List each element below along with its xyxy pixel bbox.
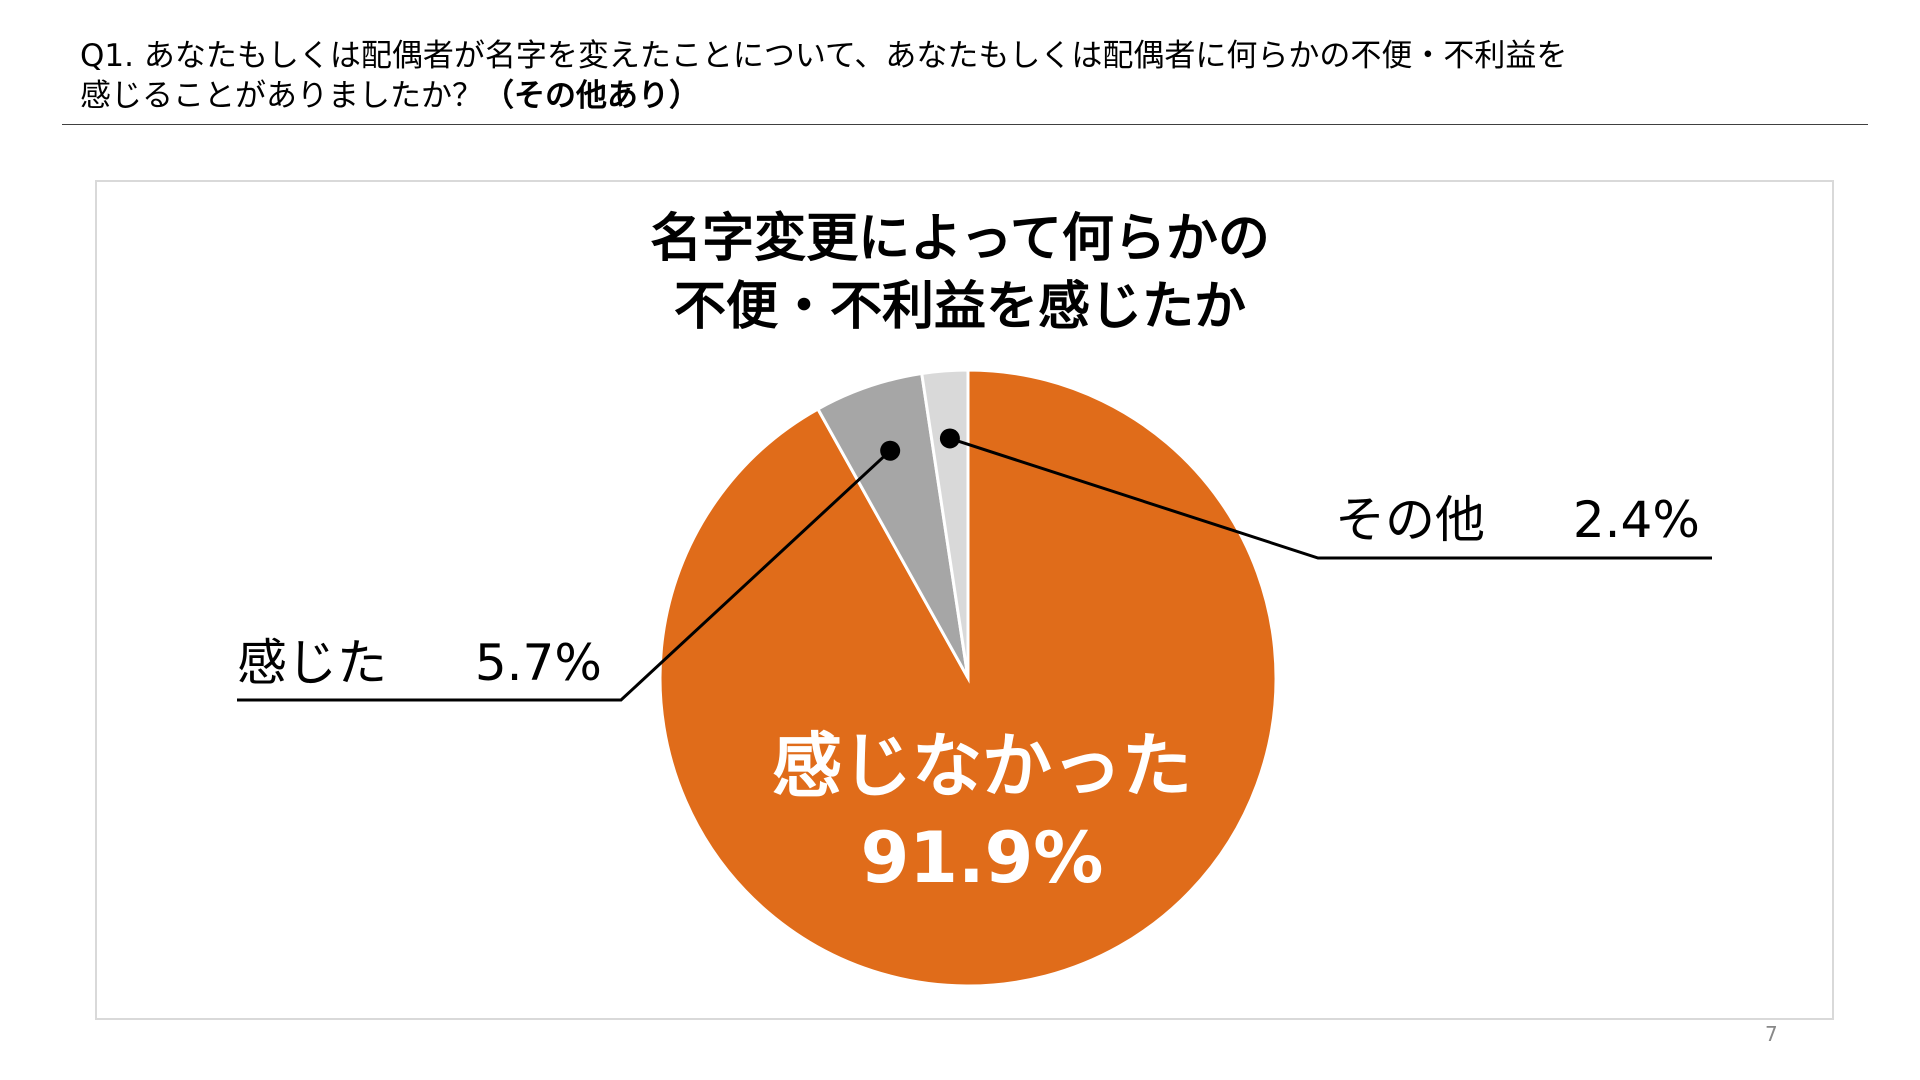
question-line-2: 感じることがありましたか？（その他あり）	[80, 76, 1880, 116]
leader-line-felt	[237, 449, 892, 702]
chart-frame	[95, 180, 1834, 1020]
question-text: Q1. あなたもしくは配偶者が名字を変えたことについて、あなたもしくは配偶者に何…	[80, 36, 1880, 116]
slice-label-not-felt-name: 感じなかった	[772, 725, 1192, 807]
slice-label-other-name: その他	[1335, 491, 1485, 549]
header-divider	[62, 124, 1868, 125]
leader-dot-other	[939, 428, 960, 449]
page-number: 7	[1765, 1022, 1778, 1046]
slice-label-other: その他 2.4%	[1335, 490, 1700, 550]
slice-label-felt: 感じた 5.7%	[237, 633, 602, 693]
slice-label-felt-value: 5.7%	[474, 634, 602, 692]
slice-label-felt-name: 感じた	[237, 634, 387, 692]
question-line-2-text: 感じることがありましたか？	[80, 78, 483, 114]
leader-line-other	[949, 437, 1712, 560]
leader-dot-felt	[880, 440, 901, 461]
pie-slice-other	[920, 368, 970, 679]
chart-title: 名字変更によって何らかの 不便・不利益を感じたか	[0, 205, 1920, 341]
slice-label-not-felt-value: 91.9%	[860, 817, 1104, 899]
slice-label-other-value: 2.4%	[1572, 491, 1700, 549]
chart-title-line-2: 不便・不利益を感じたか	[673, 277, 1246, 337]
question-note: （その他あり）	[483, 78, 700, 114]
question-line-1: Q1. あなたもしくは配偶者が名字を変えたことについて、あなたもしくは配偶者に何…	[80, 38, 1568, 74]
chart-title-line-1: 名字変更によって何らかの	[650, 209, 1270, 269]
slice-label-not-felt: 感じなかった 91.9%	[722, 720, 1242, 904]
